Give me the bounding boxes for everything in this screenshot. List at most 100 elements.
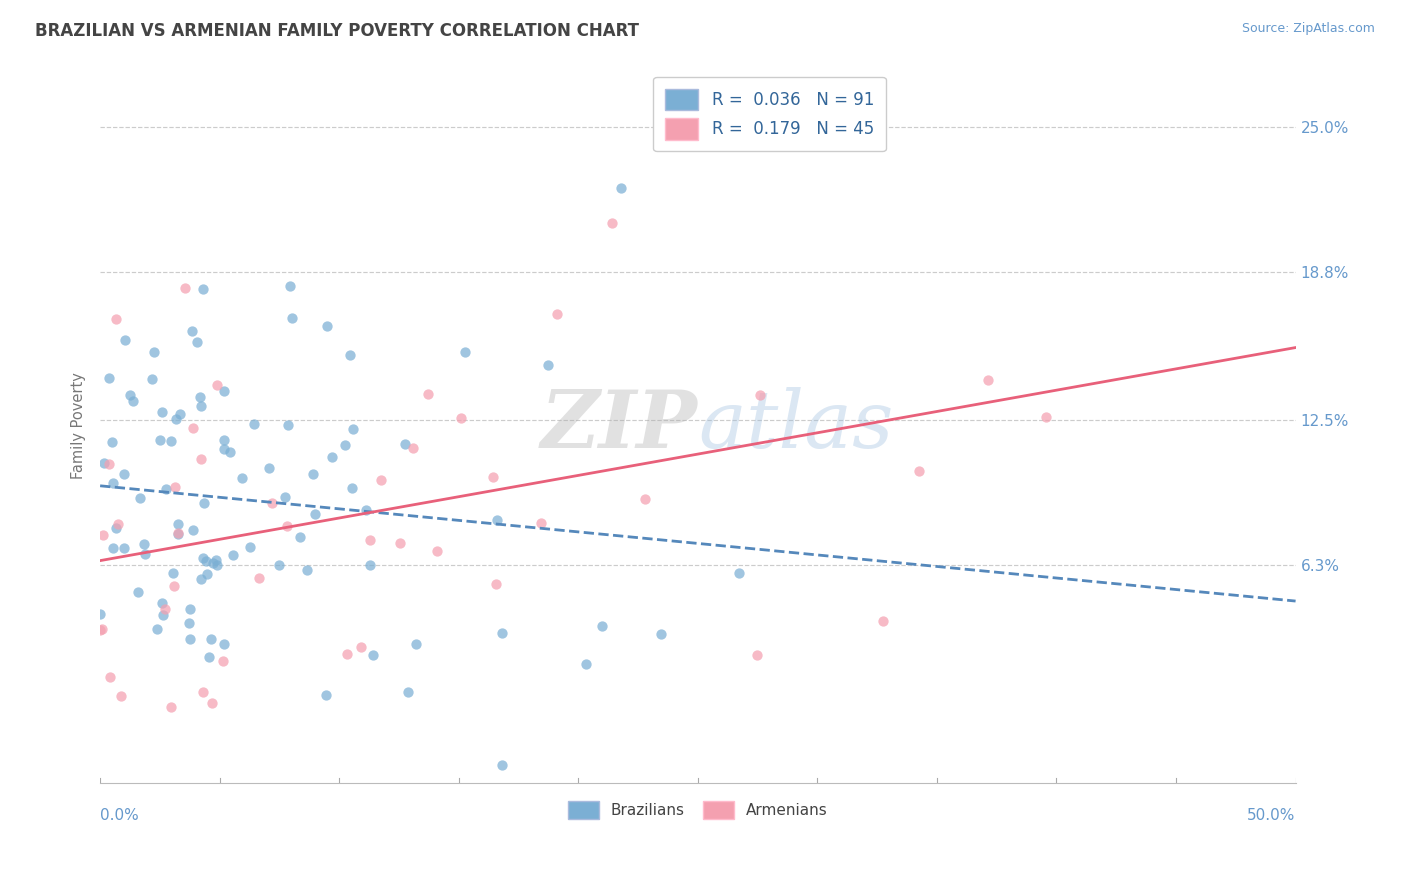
Point — [872, 614, 894, 628]
Legend: Brazilians, Armenians: Brazilians, Armenians — [562, 795, 834, 825]
Point — [295, 563, 318, 577]
Text: ZIP: ZIP — [541, 387, 697, 465]
Point — [181, 523, 204, 537]
Point — [211, 654, 233, 668]
Point — [103, 541, 125, 555]
Point — [361, 648, 384, 663]
Point — [179, 632, 201, 647]
Point — [186, 335, 208, 350]
Point — [301, 467, 323, 481]
Point — [167, 526, 190, 541]
Point — [600, 217, 623, 231]
Point — [167, 526, 190, 541]
Point — [150, 405, 173, 419]
Point — [1035, 409, 1057, 424]
Point — [179, 602, 201, 616]
Point — [89, 607, 111, 621]
Point — [280, 278, 302, 293]
Point — [359, 533, 381, 547]
Point — [247, 571, 270, 585]
Point — [195, 567, 218, 582]
Point — [200, 632, 222, 647]
Point — [152, 607, 174, 622]
Point — [591, 619, 613, 633]
Point — [537, 358, 560, 372]
Point — [321, 450, 343, 465]
Point — [396, 685, 419, 699]
Point — [748, 388, 770, 402]
Point — [315, 319, 337, 334]
Point — [491, 625, 513, 640]
Point — [114, 333, 136, 347]
Point — [159, 434, 181, 449]
Point — [89, 623, 111, 637]
Point — [101, 475, 124, 490]
Point — [276, 519, 298, 533]
Point — [104, 312, 127, 326]
Point — [450, 411, 472, 425]
Y-axis label: Family Poverty: Family Poverty — [72, 372, 86, 479]
Point — [153, 602, 176, 616]
Point — [288, 530, 311, 544]
Point — [166, 517, 188, 532]
Point — [416, 387, 439, 401]
Point — [150, 596, 173, 610]
Point — [610, 181, 633, 195]
Text: 50.0%: 50.0% — [1247, 808, 1295, 823]
Point — [91, 528, 114, 542]
Point — [257, 461, 280, 475]
Point — [908, 464, 931, 478]
Point — [112, 541, 135, 555]
Point — [269, 558, 291, 573]
Text: BRAZILIAN VS ARMENIAN FAMILY POVERTY CORRELATION CHART: BRAZILIAN VS ARMENIAN FAMILY POVERTY COR… — [35, 22, 640, 40]
Point — [120, 388, 142, 402]
Point — [122, 393, 145, 408]
Point — [169, 408, 191, 422]
Point — [128, 585, 150, 599]
Point — [201, 696, 224, 710]
Text: atlas: atlas — [697, 387, 893, 465]
Point — [394, 437, 416, 451]
Point — [205, 553, 228, 567]
Point — [149, 433, 172, 447]
Point — [231, 471, 253, 485]
Point — [112, 467, 135, 482]
Point — [190, 572, 212, 586]
Point — [633, 491, 655, 506]
Point — [141, 372, 163, 386]
Point — [650, 627, 672, 641]
Point — [342, 422, 364, 436]
Point — [163, 480, 186, 494]
Point — [205, 378, 228, 392]
Point — [359, 558, 381, 572]
Point — [212, 384, 235, 399]
Point — [405, 637, 427, 651]
Point — [132, 537, 155, 551]
Point — [281, 310, 304, 325]
Point — [162, 566, 184, 580]
Point — [350, 640, 373, 655]
Point — [370, 474, 392, 488]
Point — [98, 670, 121, 684]
Point — [212, 433, 235, 447]
Point — [274, 490, 297, 504]
Point — [110, 690, 132, 704]
Point — [107, 516, 129, 531]
Point — [191, 282, 214, 296]
Point — [339, 348, 361, 362]
Point — [202, 556, 225, 570]
Point — [212, 442, 235, 456]
Point — [98, 371, 121, 385]
Point — [388, 535, 411, 549]
Point — [100, 435, 122, 450]
Point — [336, 647, 359, 661]
Point — [165, 412, 187, 426]
Point — [482, 470, 505, 484]
Point — [193, 551, 215, 566]
Text: Source: ZipAtlas.com: Source: ZipAtlas.com — [1241, 22, 1375, 36]
Point — [333, 438, 356, 452]
Point — [134, 547, 156, 561]
Point — [193, 496, 215, 510]
Point — [97, 457, 120, 471]
Point — [484, 576, 506, 591]
